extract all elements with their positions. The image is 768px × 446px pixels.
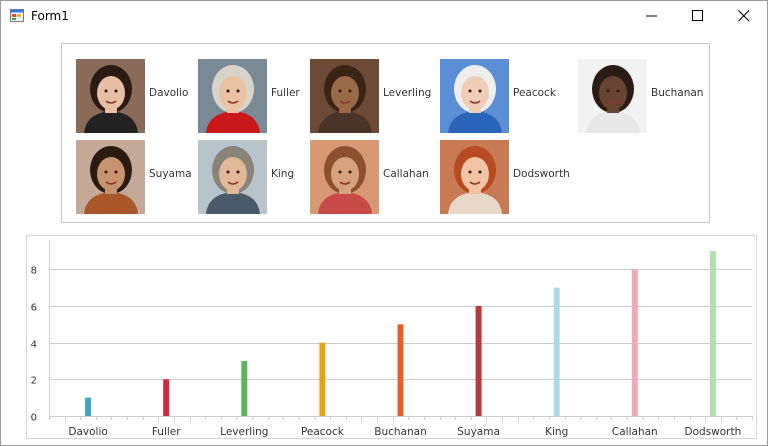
y-tick-label: 4	[31, 340, 37, 351]
y-tick-label: 6	[31, 303, 37, 314]
avatar	[198, 59, 267, 133]
x-tick-label: Buchanan	[374, 426, 426, 438]
maximize-icon	[692, 10, 703, 21]
bar-king	[553, 287, 560, 416]
maximize-button[interactable]	[675, 1, 721, 31]
avatar	[310, 59, 379, 133]
y-tick-label: 0	[31, 413, 37, 424]
bar-dodsworth	[709, 251, 716, 416]
legend-label: Suyama	[149, 168, 192, 180]
bar-leverling	[241, 361, 248, 416]
x-tick-label: King	[545, 426, 568, 438]
bar-suyama	[475, 306, 482, 416]
bar-davolio	[85, 397, 92, 416]
bar-peacock	[319, 342, 326, 416]
y-tick-label: 8	[31, 266, 37, 277]
minimize-icon	[646, 15, 657, 17]
avatar	[440, 59, 509, 133]
avatar	[76, 59, 145, 133]
y-tick-label: 2	[31, 376, 37, 387]
bar-buchanan	[397, 324, 404, 416]
bar-fuller	[163, 379, 170, 416]
x-tick-label: Leverling	[220, 426, 268, 438]
close-icon	[738, 10, 750, 22]
legend-label: Leverling	[383, 87, 432, 99]
x-tick-label: Davolio	[68, 426, 107, 438]
x-tick-label: Peacock	[301, 426, 345, 438]
avatar	[198, 140, 267, 214]
legend-panel: Davolio Fuller Leverling Peacock Buchana…	[61, 43, 710, 223]
x-tick-label: Suyama	[457, 426, 500, 438]
x-tick-label: Fuller	[152, 426, 181, 438]
x-tick-label: Dodsworth	[685, 426, 742, 438]
legend-label: Peacock	[513, 87, 556, 99]
x-tick-label: Callahan	[612, 426, 658, 438]
bar-chart: 0 2 4 6 8 Davolio Fuller Leverling Peacock Buchan…	[31, 240, 753, 438]
minimize-button[interactable]	[629, 1, 675, 31]
legend-label: Buchanan	[651, 87, 704, 99]
close-button[interactable]	[721, 1, 767, 31]
title-bar[interactable]: Form1	[1, 1, 767, 31]
legend-label: Callahan	[383, 168, 429, 180]
bar-callahan	[631, 269, 638, 416]
legend-label: Dodsworth	[513, 168, 570, 180]
app-icon	[10, 9, 24, 22]
avatar	[76, 140, 145, 214]
avatar	[578, 59, 647, 133]
legend-label: King	[271, 168, 295, 180]
window-title: Form1	[31, 9, 69, 23]
legend-label: Davolio	[149, 87, 189, 99]
legend-label: Fuller	[271, 87, 300, 99]
avatar	[310, 140, 379, 214]
chart-area: 0 2 4 6 8 Davolio Fuller Leverling Peacock Buchan…	[26, 235, 757, 439]
avatar	[440, 140, 509, 214]
